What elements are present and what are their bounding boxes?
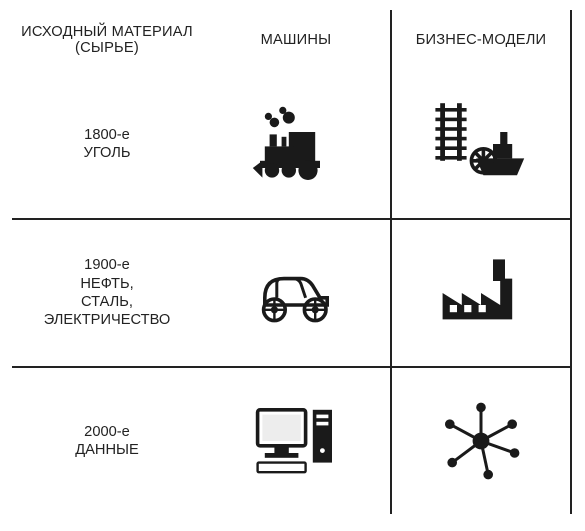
column-header-line2: (СЫРЬЕ)	[75, 40, 139, 56]
business-model-cell	[392, 366, 572, 514]
business-model-cell	[392, 218, 572, 366]
material-label: НЕФТЬ,СТАЛЬ,ЭЛЕКТРИЧЕСТВО	[44, 275, 171, 330]
machine-cell	[202, 366, 392, 514]
locomotive-icon	[248, 96, 344, 192]
rail-ship-icon	[433, 96, 529, 192]
column-header-line1: БИЗНЕС-МОДЕЛИ	[416, 32, 547, 48]
network-icon	[433, 393, 529, 489]
machine-cell	[202, 70, 392, 218]
era-label: 1900-е	[44, 256, 171, 274]
material-label: УГОЛЬ	[84, 144, 131, 162]
row-label: 1800-еУГОЛЬ	[12, 70, 202, 218]
material-label: ДАННЫЕ	[75, 441, 139, 459]
column-header-line1: ИСХОДНЫЙ МАТЕРИАЛ	[21, 24, 193, 40]
automobile-icon	[248, 245, 344, 341]
column-header: ИСХОДНЫЙ МАТЕРИАЛ(СЫРЬЕ)	[12, 10, 202, 70]
era-technology-grid: ИСХОДНЫЙ МАТЕРИАЛ(СЫРЬЕ) МАШИНЫ БИЗНЕС-МОД…	[0, 0, 585, 531]
column-header: БИЗНЕС-МОДЕЛИ	[392, 10, 572, 70]
machine-cell	[202, 218, 392, 366]
column-header: МАШИНЫ	[202, 10, 392, 70]
factory-icon	[433, 245, 529, 341]
business-model-cell	[392, 70, 572, 218]
era-label: 1800-е	[84, 126, 131, 144]
era-label: 2000-е	[75, 423, 139, 441]
column-header-line1: МАШИНЫ	[261, 32, 332, 48]
row-label: 2000-еДАННЫЕ	[12, 366, 202, 514]
row-label: 1900-еНЕФТЬ,СТАЛЬ,ЭЛЕКТРИЧЕСТВО	[12, 218, 202, 366]
computer-icon	[248, 393, 344, 489]
